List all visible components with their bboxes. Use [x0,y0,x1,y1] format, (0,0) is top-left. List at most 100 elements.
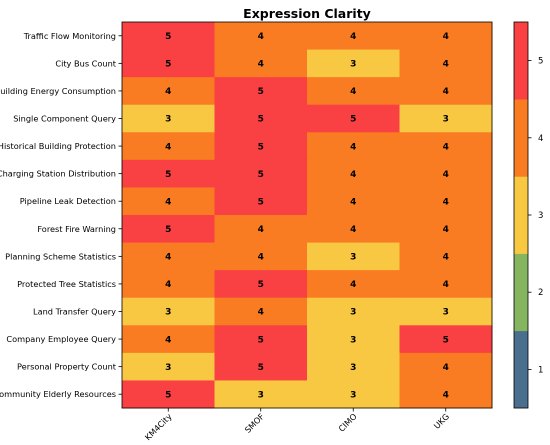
heatmap-cell [214,215,308,244]
heatmap-cell [399,270,493,299]
cell-value-label: 4 [350,170,356,180]
cell-value-label: 4 [443,32,449,42]
cell-value-label: 4 [165,87,171,97]
heatmap-cell [307,187,400,216]
heatmap-cell [122,270,215,299]
heatmap-cell [307,352,400,381]
cell-value-label: 5 [443,335,449,345]
cell-value-label: 5 [258,115,264,125]
cell-value-label: 4 [443,280,449,290]
heatmap-cell [122,159,215,188]
column-label: SMOF [243,411,267,435]
cell-value-label: 4 [350,87,356,97]
colorbar: 1 2 3 4 5 [513,21,543,409]
heatmap-cell [399,380,493,409]
heatmap-cell [122,380,215,409]
heatmap-cell [214,242,308,271]
heatmap-cells: 5 4 4 4 5 4 3 4 4 5 4 4 3 5 5 3 4 5 4 4 5 5 4 4 4 5 4 4 5 4 4 4 4 4 3 4 4 5 4 4… [122,22,493,409]
cell-value-label: 3 [165,363,171,373]
heatmap-cell [214,270,308,299]
cell-value-label: 4 [443,390,449,400]
colorbar-tick-label: 4 [538,134,543,144]
cell-value-label: 5 [350,115,356,125]
heatmap-cell [122,242,215,271]
plot-frame [121,21,493,409]
column-labels: KM4City SMOF CIMO UKG [143,408,451,442]
cell-value-label: 4 [443,170,449,180]
colorbar-segment [514,176,528,254]
cell-value-label: 4 [258,253,264,263]
heatmap-cell [122,187,215,216]
column-label: KM4City [143,411,174,442]
colorbar-tick-label: 2 [538,288,543,298]
cell-value-label: 4 [165,142,171,152]
cell-value-label: 4 [350,225,356,235]
heatmap-cell [399,352,493,381]
row-label: Building Energy Consumption [0,86,116,96]
cell-value-label: 5 [258,170,264,180]
row-label: Planning Scheme Statistics [5,251,116,261]
row-label: Traffic Flow Monitoring [23,31,116,41]
cell-value-label: 5 [258,363,264,373]
heatmap-cell [399,159,493,188]
heatmap-cell [214,187,308,216]
cell-value-label: 5 [165,170,171,180]
heatmap-cell [399,325,493,354]
cell-value-label: 3 [350,253,356,263]
row-label: Charging Station Distribution [0,169,116,179]
cell-value-label: 3 [350,363,356,373]
heatmap-cell [214,325,308,354]
heatmap-cell [307,380,400,409]
cell-value-label: 3 [443,115,449,125]
heatmap-cell [399,49,493,78]
cell-value-label: 4 [443,253,449,263]
heatmap-cell [307,242,400,271]
heatmap-cell [122,297,215,326]
heatmap-cell [214,104,308,133]
cell-value-label: 3 [350,390,356,400]
row-label: Pipeline Leak Detection [20,196,116,206]
cell-value-label: 4 [350,142,356,152]
heatmap-cell [399,132,493,161]
row-label: Protected Tree Statistics [17,279,116,289]
cell-value-label: 3 [165,308,171,318]
heatmap-cell [307,22,400,51]
heatmap-cell [122,215,215,244]
row-label: Single Component Query [13,114,116,124]
cell-value-label: 4 [258,60,264,70]
cell-value-label: 5 [258,280,264,290]
heatmap-cell [307,215,400,244]
row-label: Land Transfer Query [33,307,116,317]
cell-value-label: 4 [443,60,449,70]
heatmap-cell [122,132,215,161]
heatmap-cell [214,352,308,381]
row-label: Company Employee Query [6,334,116,344]
cell-value-label: 4 [443,87,449,97]
heatmap-cell [307,77,400,106]
row-label: Forest Fire Warning [37,224,116,234]
colorbar-segment [514,22,528,100]
row-label: Historical Building Protection [0,141,116,151]
cell-value-label: 4 [258,32,264,42]
heatmap-cell [214,159,308,188]
colorbar-segment [514,330,528,409]
heatmap-cell [214,132,308,161]
heatmap-cell [399,215,493,244]
heatmap-cell [307,49,400,78]
heatmap-cell [307,132,400,161]
heatmap-cell [122,22,215,51]
heatmap-cell [307,325,400,354]
row-label: Personal Property Count [17,362,117,372]
heatmap-cell [214,77,308,106]
cell-value-label: 4 [443,363,449,373]
heatmap-cell [214,22,308,51]
colorbar-tick-label: 1 [538,365,543,375]
cell-value-label: 4 [165,280,171,290]
heatmap-cell [399,187,493,216]
heatmap-cell [399,297,493,326]
cell-value-label: 4 [443,142,449,152]
cell-value-label: 4 [350,32,356,42]
heatmap-cell [399,22,493,51]
colorbar-segment [514,99,528,177]
